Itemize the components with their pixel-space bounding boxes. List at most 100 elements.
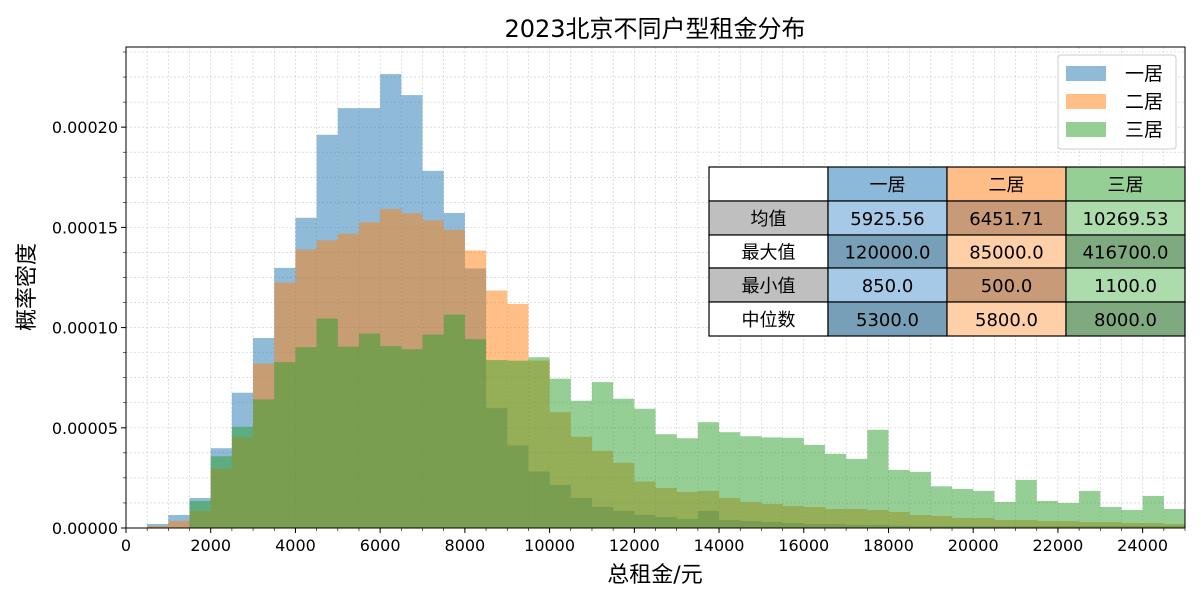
histogram-bar-series-3 <box>231 426 254 528</box>
x-tick-label: 14000 <box>694 536 745 555</box>
histogram-bar-series-3 <box>930 486 953 528</box>
histogram-bar-series-3 <box>634 408 656 528</box>
table-row-label: 最大值 <box>742 243 796 264</box>
x-tick-label: 22000 <box>1032 536 1083 555</box>
legend-label: 二居 <box>1125 91 1163 113</box>
histogram-bar-series-3 <box>1100 506 1122 528</box>
histogram-bar-series-3 <box>676 438 698 528</box>
table-header-cell: 二居 <box>989 175 1025 196</box>
histogram-bar-series-3 <box>719 432 741 528</box>
table-value-cell-bg <box>1065 234 1186 269</box>
histogram-bar-series-3 <box>210 456 232 528</box>
x-tick-label: 6000 <box>360 536 401 555</box>
histogram-bar-series-3 <box>1121 509 1143 528</box>
histogram-bar-series-3 <box>867 429 889 528</box>
table-corner-cell-bg <box>708 166 829 202</box>
y-tick-label: 0.00015 <box>52 218 118 237</box>
histogram-bar-series-3 <box>401 349 423 528</box>
x-tick-label: 0 <box>121 536 131 555</box>
histogram-bar-series-3 <box>253 399 275 528</box>
y-tick-label: 0.00000 <box>52 519 118 538</box>
table-row-label-bg <box>708 234 829 269</box>
histogram-bar-series-3 <box>507 360 529 528</box>
histogram-bar-series-3 <box>380 346 402 528</box>
y-axis-label: 概率密度 <box>15 243 40 331</box>
x-tick-label: 10000 <box>524 536 575 555</box>
x-tick-label: 8000 <box>445 536 486 555</box>
x-tick-label: 18000 <box>863 536 914 555</box>
histogram-bar-series-3 <box>1079 490 1101 528</box>
histogram-bar-series-3 <box>464 339 487 528</box>
table-value-cell: 500.0 <box>981 276 1033 297</box>
x-tick-label: 16000 <box>778 536 829 555</box>
histogram-bar-series-3 <box>528 357 550 528</box>
y-tick-label: 0.00010 <box>52 319 118 338</box>
histogram-bar-series-3 <box>295 347 317 528</box>
table-value-cell-bg <box>827 234 948 269</box>
table-value-cell: 416700.0 <box>1083 243 1169 264</box>
histogram-bar-series-3 <box>1015 479 1037 528</box>
table-value-cell: 10269.53 <box>1083 209 1169 230</box>
legend-swatch <box>1066 66 1106 81</box>
histogram-bar-series-3 <box>973 490 995 528</box>
histogram-bar-series-3 <box>824 453 847 528</box>
table-header-cell: 三居 <box>1108 175 1144 196</box>
histogram-bar-series-3 <box>613 398 635 528</box>
histogram-bar-series-3 <box>740 436 762 528</box>
legend-swatch <box>1066 122 1106 137</box>
histogram-bar-series-3 <box>337 346 359 528</box>
table-value-cell-bg <box>827 301 948 337</box>
histogram-bar-series-3 <box>803 444 825 528</box>
histogram-bar-series-3 <box>655 434 677 528</box>
histogram-bar-series-3 <box>443 314 465 528</box>
histogram-bar-series-3 <box>1142 495 1164 528</box>
x-tick-label: 20000 <box>948 536 999 555</box>
table-value-cell: 6451.71 <box>969 209 1043 230</box>
table-value-cell: 1100.0 <box>1094 276 1157 297</box>
table-row-label: 中位数 <box>742 310 796 331</box>
histogram-bar-series-3 <box>952 488 974 528</box>
histogram-bar-series-3 <box>591 382 614 528</box>
histogram-bar-series-3 <box>1163 508 1185 528</box>
histogram-bar-series-3 <box>316 318 338 528</box>
histogram-bar-series-3 <box>274 362 296 528</box>
table-value-cell-bg <box>946 267 1067 303</box>
x-tick-label: 24000 <box>1117 536 1168 555</box>
y-tick-label: 0.00005 <box>52 419 118 438</box>
histogram-bar-series-3 <box>909 471 931 528</box>
axis-ticks: 0 2000 4000 6000 8000 10000 12000 14000 16000 180… <box>52 51 1186 555</box>
histogram-bar-series-3 <box>1036 500 1058 528</box>
table-value-cell: 5300.0 <box>856 310 919 331</box>
legend-swatch <box>1066 94 1106 109</box>
table-row-label: 最小值 <box>742 276 796 297</box>
table-value-cell: 8000.0 <box>1094 310 1157 331</box>
legend-label: 一居 <box>1125 63 1163 85</box>
x-tick-label: 4000 <box>275 536 316 555</box>
table-header-cell-bg <box>1065 166 1186 202</box>
histogram-bar-series-3 <box>570 400 592 528</box>
x-tick-label: 12000 <box>609 536 660 555</box>
histogram-bar-series-3 <box>1057 502 1080 528</box>
histogram-bar-series-3 <box>782 437 804 528</box>
chart-title: 2023北京不同户型租金分布 <box>504 15 805 43</box>
histogram-bars <box>147 74 1185 528</box>
legend-label: 三居 <box>1125 119 1163 141</box>
histogram-bar-series-3 <box>549 378 571 528</box>
histogram-bar-series-3 <box>486 360 508 528</box>
table-header-cell: 一居 <box>870 175 906 196</box>
y-tick-label: 0.00020 <box>52 118 118 137</box>
x-tick-label: 2000 <box>190 536 231 555</box>
table-row-label-bg <box>708 267 829 303</box>
histogram-bar-series-3 <box>697 422 720 528</box>
histogram-bar-series-2 <box>168 520 190 528</box>
table-value-cell: 5925.56 <box>850 209 924 230</box>
histogram-bar-series-2 <box>147 525 169 528</box>
histogram-bar-series-3 <box>994 501 1016 528</box>
table-value-cell: 5800.0 <box>975 310 1038 331</box>
histogram-bar-series-3 <box>888 469 910 528</box>
table-row-label: 均值 <box>751 209 787 230</box>
table-value-cell: 120000.0 <box>845 243 931 264</box>
